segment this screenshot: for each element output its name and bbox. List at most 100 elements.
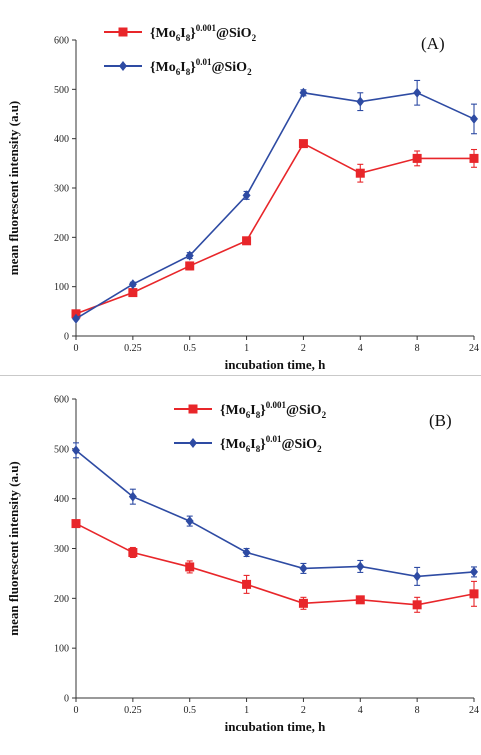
x-tick-label: 8 — [415, 343, 420, 354]
data-point — [242, 236, 252, 246]
legend-text-mid: I — [180, 26, 185, 41]
legend-subscript: 6 — [176, 33, 181, 43]
legend-text-tail: @SiO — [216, 26, 252, 41]
x-axis-title: incubation time, h — [225, 357, 327, 372]
legend-superscript: 0.01 — [196, 57, 212, 67]
y-tick-label: 500 — [54, 444, 69, 455]
series-line — [75, 91, 475, 320]
legend-subscript: 8 — [256, 444, 261, 454]
data-point — [298, 139, 308, 149]
y-axis-title: mean fluorescent intensity (a.u) — [6, 101, 21, 276]
data-point — [299, 563, 308, 574]
data-point — [242, 579, 252, 589]
y-tick-label: 100 — [54, 644, 69, 655]
data-point — [128, 288, 138, 298]
legend-subscript: 8 — [186, 67, 191, 77]
legend-text-mid: I — [250, 437, 255, 452]
y-tick-label: 200 — [54, 594, 69, 605]
legend-text-close: } — [260, 403, 266, 418]
x-tick-label: 0.5 — [183, 343, 196, 354]
legend-text-mid: I — [180, 60, 185, 75]
legend-text-tail: @SiO — [211, 60, 247, 75]
data-point — [128, 491, 137, 502]
data-point — [242, 190, 251, 201]
legend-label: {Mo6I8}0.001@SiO2 — [220, 400, 327, 420]
data-point — [128, 279, 137, 290]
x-tick-label: 4 — [358, 705, 363, 716]
y-tick-label: 300 — [54, 184, 69, 195]
legend-text-close: } — [190, 60, 196, 75]
legend-text-base: {Mo — [220, 403, 246, 418]
series-line — [75, 522, 475, 606]
legend-marker — [118, 27, 128, 37]
legend-text-mid: I — [250, 403, 255, 418]
y-tick-label: 0 — [64, 694, 69, 705]
data-point — [413, 87, 422, 98]
legend-text-base: {Mo — [220, 437, 246, 452]
legend-subscript: 2 — [252, 33, 257, 43]
legend-subscript: 8 — [256, 410, 261, 420]
series-line — [75, 449, 475, 578]
data-point — [185, 261, 195, 271]
x-tick-label: 4 — [358, 343, 363, 354]
data-point — [299, 87, 308, 98]
x-tick-label: 0.25 — [124, 705, 142, 716]
y-tick-label: 400 — [54, 494, 69, 505]
legend-superscript: 0.001 — [266, 400, 287, 410]
data-point — [356, 561, 365, 572]
data-point — [72, 445, 80, 456]
data-point — [185, 562, 195, 572]
x-tick-label: 0.5 — [183, 705, 196, 716]
data-point — [470, 566, 478, 577]
x-axis-title: incubation time, h — [225, 719, 327, 734]
data-point — [412, 600, 422, 610]
data-point — [470, 113, 478, 124]
panel-label: (A) — [421, 34, 445, 53]
x-tick-label: 2 — [301, 705, 306, 716]
y-tick-label: 600 — [54, 395, 69, 406]
legend-text-close: } — [190, 26, 196, 41]
legend-label: {Mo6I8}0.01@SiO2 — [220, 434, 322, 454]
data-point — [298, 598, 308, 608]
data-point — [355, 168, 365, 178]
legend-text-base: {Mo — [150, 26, 176, 41]
x-tick-label: 2 — [301, 343, 306, 354]
legend-marker — [188, 404, 198, 414]
legend-subscript: 2 — [247, 67, 252, 77]
legend-text-base: {Mo — [150, 60, 176, 75]
data-point — [412, 153, 422, 163]
data-point — [72, 313, 80, 324]
x-tick-label: 0 — [74, 343, 79, 354]
data-point — [185, 516, 194, 527]
data-point — [469, 589, 479, 599]
data-point — [128, 547, 138, 557]
legend-subscript: 6 — [246, 444, 251, 454]
x-tick-label: 24 — [469, 343, 479, 354]
panel-label: (B) — [429, 411, 452, 430]
x-tick-label: 1 — [244, 343, 249, 354]
x-tick-label: 8 — [415, 705, 420, 716]
legend-marker — [119, 61, 127, 71]
legend-superscript: 0.001 — [196, 23, 217, 33]
legend-label: {Mo6I8}0.01@SiO2 — [150, 57, 252, 77]
y-tick-label: 600 — [54, 36, 69, 47]
legend-text-close: } — [260, 437, 266, 452]
y-axis-title: mean fluorescent intensity (a.u) — [6, 461, 21, 636]
y-tick-label: 100 — [54, 282, 69, 293]
x-tick-label: 24 — [469, 705, 479, 716]
x-tick-label: 1 — [244, 705, 249, 716]
panel-divider — [0, 375, 481, 376]
data-point — [469, 153, 479, 163]
y-tick-label: 200 — [54, 233, 69, 244]
series-line — [75, 142, 474, 315]
legend-text-tail: @SiO — [286, 403, 322, 418]
legend-subscript: 8 — [186, 33, 191, 43]
y-tick-label: 400 — [54, 134, 69, 145]
legend-marker — [189, 438, 197, 448]
panel-a-chart: 0 100 200 300 400 500 600 0 0.25 0.5 1 2 4 8 24 incubat… — [0, 0, 481, 375]
data-point — [185, 250, 194, 261]
legend-superscript: 0.01 — [266, 434, 282, 444]
legend-subscript: 6 — [246, 410, 251, 420]
